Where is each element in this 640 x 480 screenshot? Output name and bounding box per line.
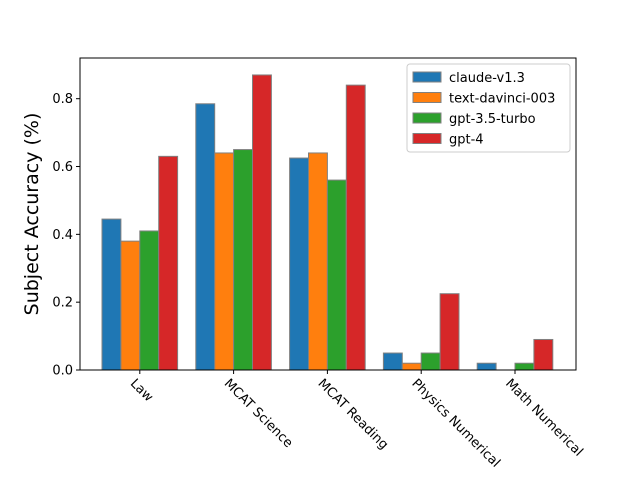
bar-text-davinci-003-mcat-reading	[308, 152, 328, 371]
bar-gpt-4-mcat-science	[252, 74, 272, 371]
x-tick-label: MCAT Science	[221, 376, 296, 451]
bar-text-davinci-003-law	[120, 240, 141, 371]
y-tick-label: 0.2	[52, 296, 73, 311]
bar-claude-v1.3-physics-numerical	[382, 352, 403, 371]
legend-label: gpt-4	[449, 133, 484, 148]
y-tick-label: 0.4	[52, 228, 73, 243]
bar-gpt-3.5-turbo-law	[139, 230, 160, 371]
legend-swatch	[412, 71, 442, 83]
y-tick-label: 0.0	[52, 364, 73, 379]
bar-gpt-3.5-turbo-mcat-science	[233, 149, 254, 371]
legend-label: text-davinci-003	[449, 92, 555, 107]
legend-swatch	[412, 133, 442, 144]
bar-claude-v1.3-mcat-reading	[289, 157, 310, 371]
bar-gpt-4-mcat-reading	[345, 84, 366, 371]
bar-gpt-4-law	[158, 155, 179, 371]
x-tick-label: Math Numerical	[502, 376, 585, 459]
plot-frame	[79, 57, 577, 371]
y-tick-label: 0.6	[52, 160, 73, 175]
legend-swatch	[412, 92, 442, 103]
bars-layer	[101, 74, 554, 371]
bar-claude-v1.3-mcat-science	[195, 103, 216, 371]
legend-label: claude-v1.3	[449, 71, 525, 86]
x-axis: Law MCAT Science MCAT Reading Physics Numer…	[127, 370, 586, 471]
y-axis-label: Subject Accuracy (%)	[21, 113, 43, 316]
legend-box	[406, 63, 571, 153]
legend-label: gpt-3.5-turbo	[449, 112, 536, 127]
bar-claude-v1.3-law	[101, 218, 122, 371]
bar-text-davinci-003-mcat-science	[214, 152, 235, 371]
bar-gpt-3.5-turbo-mcat-reading	[326, 179, 347, 371]
y-tick-label: 0.8	[52, 92, 73, 107]
bar-gpt-3.5-turbo-math-numerical	[514, 362, 535, 371]
bar-text-davinci-003-physics-numerical	[401, 362, 422, 371]
x-tick-label: Physics Numerical	[408, 376, 502, 470]
bar-gpt-4-physics-numerical	[439, 293, 460, 371]
x-tick-label: MCAT Reading	[315, 376, 391, 452]
x-tick-label: Law	[127, 376, 156, 405]
legend-swatch	[412, 112, 442, 124]
bar-gpt-3.5-turbo-physics-numerical	[420, 352, 441, 371]
y-axis: 0.0 0.2 0.4 0.6 0.8	[52, 92, 80, 379]
legend: claude-v1.3 text-davinci-003 gpt-3.5-turbo…	[406, 63, 571, 153]
bar-claude-v1.3-math-numerical	[476, 362, 497, 371]
bar-gpt-4-math-numerical	[533, 338, 554, 371]
